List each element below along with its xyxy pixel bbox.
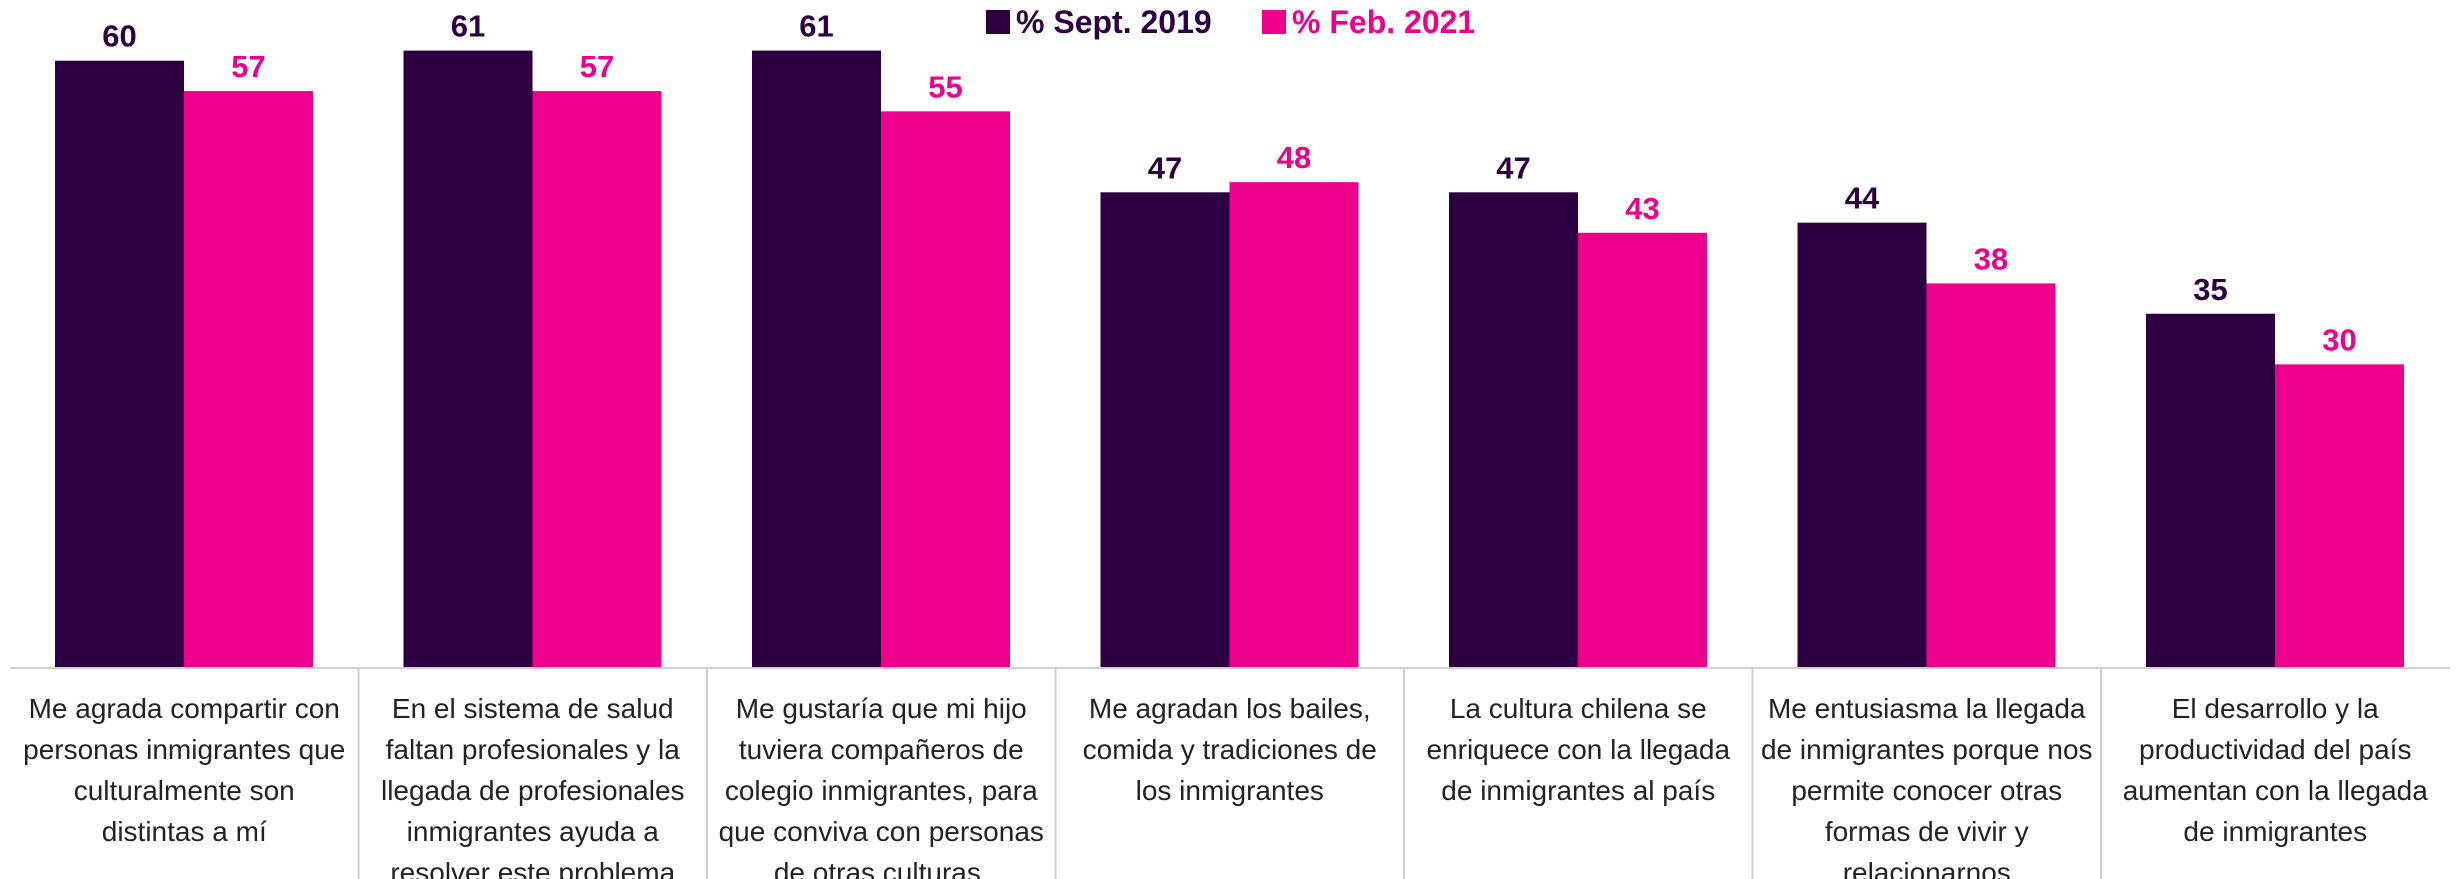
value-label-s1-c4: 43 — [1625, 191, 1659, 226]
category-label-6-line-2: aumentan con la llegada — [2123, 775, 2429, 806]
category-label-2-line-4: de otras culturas. — [774, 857, 989, 879]
category-label-5-line-4: relacionarnos — [1843, 857, 2011, 879]
category-labels-layer: Me agrada compartir con personas inmigran… — [23, 668, 2428, 879]
category-label-1-line-1: faltan profesionales y la — [386, 734, 681, 765]
value-label-s1-c2: 55 — [928, 69, 962, 104]
category-label-2-line-0: Me gustaría que mi hijo — [736, 693, 1027, 724]
bar-s0-c1 — [403, 50, 533, 668]
bar-s0-c3 — [1100, 192, 1230, 668]
category-label-1: En el sistema de salud faltan profesional… — [381, 693, 685, 879]
category-label-6: El desarrollo y la productividad del país… — [2123, 693, 2429, 847]
category-label-1-line-2: llegada de profesionales — [381, 775, 685, 806]
category-label-3-line-0: Me agradan los bailes, — [1089, 693, 1371, 724]
category-label-0-line-1: personas inmigrantes que — [23, 734, 345, 765]
value-label-s1-c1: 57 — [580, 49, 614, 84]
category-label-1-line-4: resolver este problema — [390, 857, 675, 879]
category-label-5-line-3: formas de vivir y — [1825, 816, 2029, 847]
category-label-4: La cultura chilena se enriquece con la ll… — [1426, 693, 1730, 806]
legend-label-sept-2019: % Sept. 2019 — [1016, 4, 1212, 40]
value-label-s0-c2: 61 — [799, 9, 833, 44]
bar-s0-c6 — [2146, 313, 2275, 668]
category-label-6-line-3: de inmigrantes — [2183, 816, 2367, 847]
bars-layer — [55, 50, 2404, 669]
category-label-2: Me gustaría que mi hijo tuviera compañero… — [719, 693, 1044, 879]
bar-s1-c2 — [881, 111, 1010, 669]
legend-swatch-feb-2021 — [1262, 10, 1286, 34]
category-label-1-line-3: inmigrantes ayuda a — [407, 816, 660, 847]
value-label-s1-c6: 30 — [2322, 322, 2356, 357]
category-label-0-line-0: Me agrada compartir con — [29, 693, 340, 724]
bar-s1-c6 — [2275, 364, 2404, 668]
value-label-s0-c6: 35 — [2193, 272, 2227, 307]
category-label-5: Me entusiasma la llegada de inmigrantes p… — [1761, 693, 2093, 879]
category-label-4-line-0: La cultura chilena se — [1450, 693, 1707, 724]
category-label-2-line-1: tuviera compañeros de — [739, 734, 1024, 765]
value-label-s1-c0: 57 — [231, 49, 265, 84]
category-label-3-line-1: comida y tradiciones de — [1083, 734, 1377, 765]
value-label-s0-c0: 60 — [102, 19, 136, 54]
value-labels-layer: 60 57 61 57 61 55 47 48 47 43 44 38 35 30 — [102, 9, 2356, 358]
bar-s0-c5 — [1797, 222, 1927, 668]
legend-swatch-sept-2019 — [986, 10, 1010, 34]
value-label-s0-c4: 47 — [1496, 150, 1530, 185]
category-label-6-line-1: productividad del país — [2139, 734, 2411, 765]
legend-label-feb-2021: % Feb. 2021 — [1292, 4, 1475, 40]
bar-s1-c0 — [184, 91, 313, 668]
legend: % Sept. 2019 % Feb. 2021 — [986, 4, 1475, 40]
category-label-5-line-0: Me entusiasma la llegada — [1768, 693, 2086, 724]
category-label-4-line-2: de inmigrantes al país — [1441, 775, 1715, 806]
category-label-6-line-0: El desarrollo y la — [2172, 693, 2379, 724]
category-label-0: Me agrada compartir con personas inmigran… — [23, 693, 345, 847]
category-label-3-line-2: los inmigrantes — [1136, 775, 1324, 806]
bar-s0-c4 — [1449, 192, 1578, 668]
value-label-s0-c3: 47 — [1148, 150, 1182, 185]
bar-s1-c3 — [1229, 182, 1359, 668]
value-label-s0-c1: 61 — [451, 9, 485, 44]
category-label-5-line-1: de inmigrantes porque nos — [1761, 734, 2093, 765]
category-label-2-line-3: que conviva con personas — [719, 816, 1044, 847]
category-label-1-line-0: En el sistema de salud — [392, 693, 674, 724]
value-label-s0-c5: 44 — [1845, 181, 1880, 216]
bar-s1-c1 — [532, 91, 662, 668]
bar-s0-c0 — [55, 60, 184, 668]
category-label-0-line-3: distintas a mí — [102, 816, 267, 847]
bar-s1-c4 — [1578, 232, 1707, 668]
value-label-s1-c5: 38 — [1974, 241, 2008, 276]
value-label-s1-c3: 48 — [1277, 140, 1311, 175]
category-label-2-line-2: colegio inmigrantes, para — [725, 775, 1038, 806]
category-label-0-line-2: culturalmente son — [74, 775, 295, 806]
bar-s1-c5 — [1926, 283, 2056, 668]
category-label-5-line-2: permite conocer otras — [1791, 775, 2062, 806]
category-label-3: Me agradan los bailes, comida y tradicion… — [1083, 693, 1377, 806]
category-label-4-line-1: enriquece con la llegada — [1426, 734, 1730, 765]
bar-s0-c2 — [752, 50, 881, 668]
